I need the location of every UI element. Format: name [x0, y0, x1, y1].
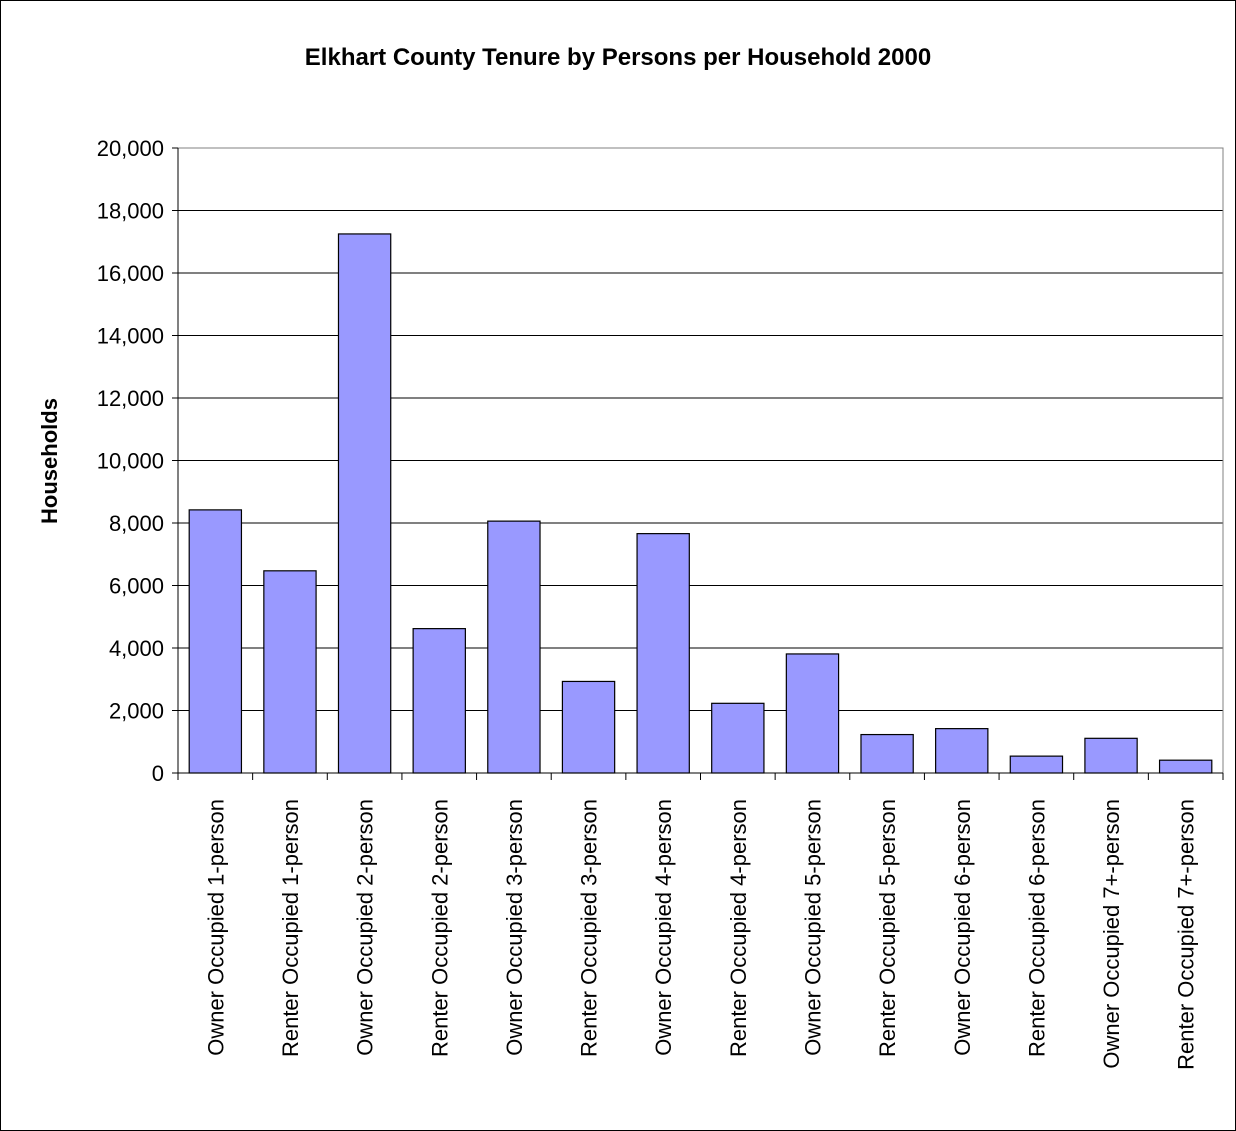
y-tick-label: 14,000 [97, 324, 164, 349]
x-tick-label: Renter Occupied 6-person [1024, 799, 1049, 1057]
axes [172, 147, 1224, 780]
bar [487, 520, 541, 774]
y-tick-label: 2,000 [109, 699, 164, 724]
y-tick-label: 4,000 [109, 636, 164, 661]
x-tick-label: Owner Occupied 2-person [353, 799, 378, 1056]
bar [860, 733, 914, 774]
y-tick-label: 12,000 [97, 386, 164, 411]
y-tick-label: 8,000 [109, 511, 164, 536]
y-tick-label: 16,000 [97, 261, 164, 286]
x-tick-label: Owner Occupied 5-person [800, 799, 825, 1056]
bar [188, 509, 243, 774]
bar [263, 570, 317, 774]
bar [412, 628, 466, 774]
x-tick-label: Renter Occupied 2-person [427, 799, 452, 1057]
x-tick-label: Owner Occupied 3-person [502, 799, 527, 1056]
x-tick-label: Owner Occupied 1-person [203, 799, 228, 1056]
x-tick-label: Owner Occupied 7+-person [1099, 799, 1124, 1069]
x-tick-label: Owner Occupied 6-person [950, 799, 975, 1056]
bars [188, 233, 1213, 774]
y-tick-label: 6,000 [109, 574, 164, 599]
y-tick-label: 18,000 [97, 199, 164, 224]
bar [1084, 737, 1138, 774]
bar [561, 680, 616, 774]
y-tick-label: 20,000 [97, 136, 164, 161]
bar [711, 702, 765, 774]
chart-title: Elkhart County Tenure by Persons per Hou… [304, 44, 932, 71]
y-tick-labels: 0 2,000 4,000 6,000 8,000 10,000 12,000 14,000 1… [97, 136, 164, 786]
x-tick-label: Renter Occupied 7+-person [1174, 799, 1199, 1070]
gridlines [178, 147, 1223, 711]
y-tick-label: 10,000 [97, 449, 164, 474]
bar [1009, 755, 1064, 774]
x-tick-label: Renter Occupied 4-person [726, 799, 751, 1057]
bar [785, 653, 840, 774]
x-tick-label: Renter Occupied 3-person [577, 799, 602, 1057]
bar [636, 533, 690, 774]
y-tick-label: 0 [152, 761, 164, 786]
x-tick-label: Renter Occupied 5-person [875, 799, 900, 1057]
bar [1158, 759, 1213, 774]
bar [935, 728, 989, 774]
x-tick-label: Renter Occupied 1-person [278, 799, 303, 1057]
bar [337, 233, 392, 774]
x-tick-labels: Owner Occupied 1-person Renter Occupied 1… [203, 799, 1198, 1070]
x-tick-label: Owner Occupied 4-person [651, 799, 676, 1056]
